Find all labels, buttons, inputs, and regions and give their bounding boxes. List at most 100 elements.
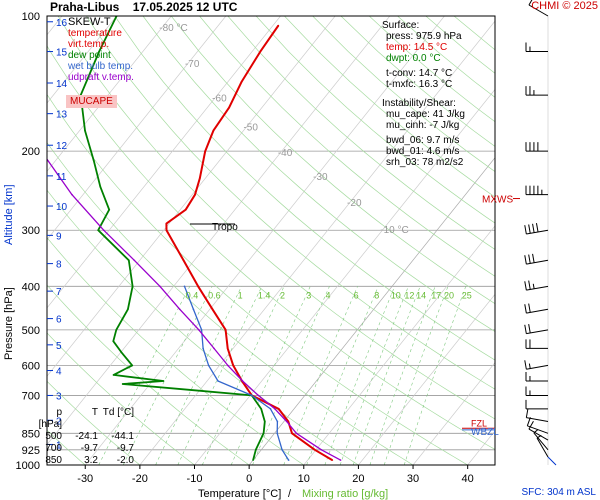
altitude-tick-label: 13 bbox=[56, 110, 68, 121]
isotherm-label: -80 °C bbox=[159, 23, 187, 34]
mixing-ratio-label: 0.6 bbox=[208, 290, 221, 300]
series-point bbox=[112, 374, 115, 376]
dry-adiabat bbox=[47, 332, 195, 465]
wind-barb-staff bbox=[528, 4, 549, 17]
pressure-tick-label: 1000 bbox=[16, 460, 40, 472]
mixing-ratio-label: 4 bbox=[326, 290, 331, 300]
dry-adiabat bbox=[47, 141, 414, 465]
altitude-tick-label: 12 bbox=[56, 141, 68, 152]
wind-barb-flag bbox=[524, 360, 527, 370]
series-point bbox=[131, 364, 133, 367]
srh-03: srh_03: 78 m2/s2 bbox=[386, 157, 464, 168]
series-point bbox=[320, 448, 323, 451]
series-point bbox=[165, 229, 168, 232]
surface-tmxfc: t-mxfc: 16.3 °C bbox=[386, 79, 453, 90]
altitude-tick-label: 14 bbox=[56, 79, 68, 90]
series-line-wet-bulb-temp- bbox=[183, 286, 290, 461]
wind-barb bbox=[525, 371, 548, 382]
pressure-tick-label: 700 bbox=[22, 390, 40, 402]
mu-cape: mu_cape: 41 J/kg bbox=[386, 109, 465, 120]
surface-wind-marker bbox=[547, 456, 557, 466]
tropopause-label: Tropo bbox=[212, 222, 238, 233]
isotherm-line bbox=[47, 16, 336, 377]
table-cell: 500 bbox=[45, 431, 62, 442]
mixing-ratio-line bbox=[98, 286, 191, 465]
series-point bbox=[120, 351, 122, 353]
series-point bbox=[127, 308, 129, 311]
series-point bbox=[291, 432, 293, 435]
series-point bbox=[102, 229, 105, 232]
mixing-ratio-line bbox=[283, 286, 358, 465]
dry-adiabat bbox=[255, 16, 495, 224]
series-line-temperature bbox=[165, 24, 333, 461]
dry-adiabat bbox=[47, 45, 495, 450]
mixing-ratio-label: 3 bbox=[306, 290, 311, 300]
surface-dwpt: dwpt: 0.0 °C bbox=[386, 53, 441, 64]
pressure-tick-label: 400 bbox=[22, 281, 40, 293]
altitude-tick-label: 9 bbox=[56, 231, 62, 242]
isotherm-line bbox=[358, 293, 495, 465]
mixing-ratio-line bbox=[352, 286, 421, 465]
wind-barb-flag bbox=[528, 303, 531, 313]
mixing-ratio-label: 1 bbox=[238, 290, 243, 300]
series-point bbox=[133, 259, 136, 262]
series-point bbox=[287, 459, 290, 461]
series-point bbox=[277, 24, 280, 27]
series-point bbox=[213, 347, 215, 350]
mixing-ratio-label: 8 bbox=[374, 290, 379, 300]
series-point bbox=[159, 285, 161, 288]
wbzl-label: WBZL bbox=[471, 427, 499, 438]
pressure-tick-label: 100 bbox=[22, 11, 40, 23]
table-cell: 3.2 bbox=[84, 455, 98, 466]
wind-barb bbox=[524, 360, 549, 370]
dry-adiabat bbox=[86, 16, 495, 390]
series-point bbox=[232, 364, 235, 367]
legend-item-updraft: udpraft v.temp. bbox=[68, 72, 134, 83]
instability-title: Instability/Shear: bbox=[382, 98, 456, 109]
altitude-tick-label: 3 bbox=[56, 391, 62, 402]
wind-barb-staff bbox=[533, 432, 549, 451]
series-point bbox=[276, 420, 279, 423]
wind-barb bbox=[525, 408, 549, 422]
mixing-ratio-label: 14 bbox=[416, 290, 426, 300]
isotherm-line bbox=[47, 16, 391, 446]
series-point bbox=[192, 308, 195, 311]
series-point bbox=[226, 364, 229, 367]
series-point bbox=[295, 432, 298, 435]
altitude-tick-label: 2 bbox=[56, 416, 62, 427]
series-point bbox=[211, 308, 214, 311]
series-point bbox=[314, 448, 316, 451]
sfc-label: SFC: 304 m ASL bbox=[521, 487, 596, 498]
wind-barb bbox=[525, 86, 548, 96]
plot-frame bbox=[46, 15, 496, 466]
table-header: Td [°C] bbox=[102, 407, 134, 418]
series-point bbox=[184, 208, 187, 211]
x-axis-label: Temperature [°C] bbox=[198, 488, 281, 500]
dry-adiabat bbox=[47, 429, 86, 465]
isotherm-line bbox=[47, 16, 227, 241]
credit: CHMI © 2025 bbox=[531, 0, 598, 12]
table-row: 500 -24.1 -44.1 bbox=[32, 431, 134, 443]
wind-barb bbox=[525, 185, 548, 196]
pressure-tick-label: 925 bbox=[22, 445, 40, 457]
surface-temp: temp: 14.5 °C bbox=[386, 42, 448, 53]
isotherm-line bbox=[194, 88, 495, 465]
mixing-ratio-label: 20 bbox=[444, 290, 454, 300]
table-cell: -2.0 bbox=[116, 455, 134, 466]
series-point bbox=[112, 340, 115, 342]
pressure-tick-label: 300 bbox=[22, 225, 40, 237]
altitude-tick-label: 5 bbox=[56, 341, 62, 352]
wind-barb-flag bbox=[528, 421, 534, 430]
isotherm-label: -40 bbox=[278, 148, 293, 159]
y-axis-label-altitude: Altitude [km] bbox=[3, 184, 15, 245]
dry-adiabat bbox=[199, 16, 495, 277]
x-tick-label: -20 bbox=[132, 473, 148, 485]
x-tick-label: -30 bbox=[77, 473, 93, 485]
series-point bbox=[224, 329, 227, 331]
wind-barb-staff bbox=[536, 437, 549, 458]
mixing-ratio-label: 10 bbox=[391, 290, 401, 300]
legend-item-temperature: temperature bbox=[68, 28, 122, 39]
series-point bbox=[183, 285, 186, 288]
pressure-tick-label: 500 bbox=[22, 325, 40, 337]
wind-barb-staff bbox=[526, 417, 549, 422]
